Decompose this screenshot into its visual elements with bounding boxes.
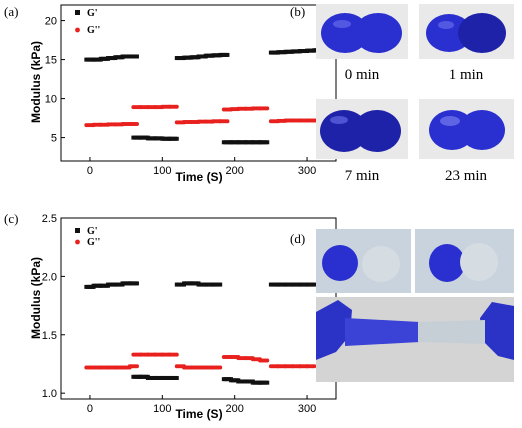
data-point-g-double-prime bbox=[174, 352, 179, 357]
glove-left bbox=[316, 300, 352, 360]
hydrogel-blob-clear bbox=[362, 246, 400, 282]
hydrogel-blob-clear bbox=[460, 243, 498, 281]
data-point-g-double-prime bbox=[134, 121, 139, 126]
panel-label-b: (b) bbox=[290, 4, 305, 19]
legend-marker-g-double-prime bbox=[75, 239, 80, 245]
hydrogel-blob-blue bbox=[322, 245, 358, 281]
x-tick-label: 300 bbox=[298, 403, 316, 415]
legend-marker-g-double-prime bbox=[75, 27, 80, 33]
y-tick-label: 20 bbox=[45, 16, 57, 28]
data-point-g-double-prime bbox=[225, 119, 230, 124]
hydrogel-blob bbox=[353, 110, 401, 152]
legend-marker-g-prime bbox=[75, 228, 80, 233]
data-point-g-prime bbox=[265, 140, 270, 145]
x-tick-label: 200 bbox=[226, 165, 244, 177]
data-point-g-prime bbox=[265, 380, 270, 385]
legend-label-g-prime: G' bbox=[87, 226, 98, 237]
x-tick-label: 200 bbox=[226, 403, 244, 415]
legend-label-g-double-prime: G'' bbox=[87, 25, 101, 36]
data-point-g-double-prime bbox=[134, 364, 139, 369]
data-point-g-prime bbox=[312, 282, 317, 287]
gel-highlight bbox=[440, 116, 460, 126]
data-point-g-prime bbox=[174, 136, 179, 141]
stretched-gel-blue bbox=[345, 318, 420, 346]
panel-b-photos: 0 min 1 min 7 min 23 min bbox=[316, 4, 514, 184]
legend-label-g-prime: G' bbox=[87, 8, 98, 19]
chart-c-legend: G' G'' bbox=[75, 226, 101, 248]
photo-23-min bbox=[419, 99, 514, 159]
data-point-g-double-prime bbox=[265, 106, 270, 111]
x-tick-label: 0 bbox=[87, 403, 93, 415]
data-point-g-double-prime bbox=[174, 104, 179, 109]
hydrogel-blob bbox=[458, 13, 506, 53]
x-tick-label: 100 bbox=[153, 165, 171, 177]
photo-7-min bbox=[316, 99, 408, 159]
stretched-gel-clear bbox=[418, 320, 485, 344]
data-point-g-prime bbox=[134, 281, 139, 286]
photo-d-stretched bbox=[316, 297, 514, 382]
y-tick-label: 15 bbox=[45, 55, 57, 67]
x-tick-label: 300 bbox=[298, 165, 316, 177]
gel-highlight bbox=[330, 116, 348, 124]
hydrogel-blob-blue bbox=[429, 244, 465, 282]
glove-right bbox=[480, 302, 514, 360]
gel-highlight bbox=[438, 21, 454, 29]
gel-highlight bbox=[333, 20, 351, 28]
panel-label-d: (d) bbox=[290, 231, 305, 246]
hydrogel-blob bbox=[354, 13, 402, 53]
chart-a: Modulus (kPa) Time (S) 0 100 200 300 5 10 15 20… bbox=[29, 4, 337, 184]
hydrogel-blob bbox=[459, 110, 505, 150]
legend-marker-g-prime bbox=[75, 10, 80, 15]
y-tick-label: 1.0 bbox=[42, 388, 57, 400]
chart-c: Modulus (kPa) Time (S) 0 100 200 300 1.0 1.5 2… bbox=[29, 213, 337, 421]
photo-label-23-min: 23 min bbox=[445, 168, 488, 184]
photo-label-7-min: 7 min bbox=[345, 168, 380, 184]
hydrogel-blob bbox=[426, 14, 472, 52]
chart-a-legend: G' G'' bbox=[75, 8, 101, 36]
hydrogel-blob bbox=[321, 13, 369, 53]
plot-frame bbox=[60, 4, 337, 162]
photo-label-0-min: 0 min bbox=[345, 67, 380, 83]
data-point-g-double-prime bbox=[218, 365, 223, 370]
x-tick-label: 100 bbox=[153, 403, 171, 415]
panel-label-a: (a) bbox=[4, 4, 18, 19]
y-tick-label: 2.0 bbox=[42, 271, 57, 283]
data-point-g-prime bbox=[218, 282, 223, 287]
chart-a-xlabel: Time (S) bbox=[175, 170, 222, 184]
data-point-g-double-prime bbox=[265, 358, 270, 363]
photo-d-joined bbox=[415, 229, 514, 293]
panel-d-photos bbox=[316, 229, 514, 382]
y-tick-label: 10 bbox=[45, 94, 57, 106]
data-point-g-prime bbox=[225, 52, 230, 57]
photo-label-1-min: 1 min bbox=[449, 67, 484, 83]
x-tick-label: 0 bbox=[87, 165, 93, 177]
photo-0-min bbox=[316, 4, 408, 59]
data-point-g-prime bbox=[174, 375, 179, 380]
chart-c-plot: 0 100 200 300 1.0 1.5 2.0 2.5 bbox=[42, 213, 337, 415]
photo-1-min bbox=[419, 4, 514, 59]
data-point-g-double-prime bbox=[312, 364, 317, 369]
chart-c-ylabel: Modulus (kPa) bbox=[29, 257, 43, 339]
legend-label-g-double-prime: G'' bbox=[87, 237, 101, 248]
data-point-g-prime bbox=[134, 54, 139, 59]
panel-label-c: (c) bbox=[4, 211, 18, 226]
chart-a-ylabel: Modulus (kPa) bbox=[29, 41, 43, 123]
y-tick-label: 1.5 bbox=[42, 330, 57, 342]
photo-d-separate bbox=[316, 229, 411, 293]
chart-c-xlabel: Time (S) bbox=[175, 407, 222, 421]
y-tick-label: 2.5 bbox=[42, 213, 57, 225]
y-tick-label: 5 bbox=[51, 133, 57, 145]
